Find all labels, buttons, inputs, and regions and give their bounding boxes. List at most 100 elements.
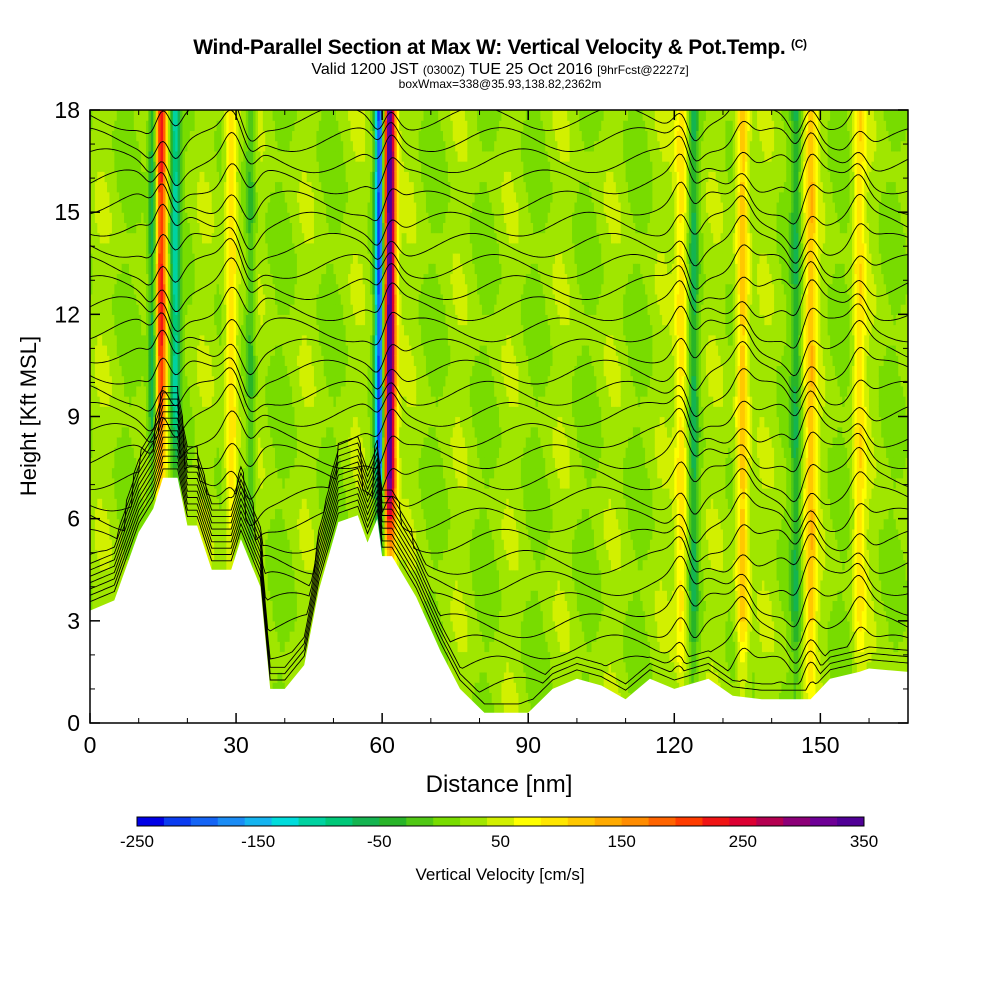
- velocity-cell: [104, 304, 108, 315]
- velocity-cell: [136, 396, 140, 407]
- velocity-cell: [133, 191, 137, 203]
- velocity-cell: [138, 253, 142, 264]
- velocity-cell: [150, 344, 154, 356]
- velocity-cell: [131, 324, 135, 336]
- velocity-cell: [126, 426, 130, 438]
- velocity-cell: [97, 314, 101, 326]
- velocity-cell: [148, 242, 152, 254]
- velocity-cell: [189, 273, 193, 285]
- velocity-cell: [184, 191, 188, 203]
- velocity-cell: [97, 304, 101, 315]
- velocity-cell: [97, 263, 101, 275]
- velocity-cell: [102, 191, 106, 203]
- velocity-cell: [124, 355, 128, 367]
- velocity-cell: [92, 477, 96, 489]
- velocity-cell: [143, 140, 147, 152]
- velocity-cell: [141, 242, 145, 254]
- velocity-cell: [148, 232, 152, 244]
- velocity-cell: [133, 528, 137, 540]
- velocity-cell: [158, 140, 162, 152]
- velocity-cell: [138, 181, 142, 193]
- velocity-cell: [119, 447, 123, 458]
- velocity-cell: [128, 549, 132, 561]
- velocity-cell: [180, 130, 184, 142]
- velocity-cell: [90, 304, 94, 315]
- velocity-cell: [90, 222, 94, 234]
- velocity-cell: [90, 201, 94, 213]
- velocity-cell: [180, 375, 184, 387]
- velocity-cell: [104, 232, 108, 244]
- velocity-cell: [109, 579, 113, 591]
- velocity-cell: [187, 355, 191, 367]
- velocity-cell: [194, 161, 198, 172]
- velocity-cell: [145, 140, 150, 152]
- velocity-cell: [121, 416, 125, 428]
- velocity-cell: [138, 140, 142, 152]
- velocity-cell: [104, 365, 108, 377]
- velocity-cell: [107, 222, 111, 234]
- velocity-cell: [197, 375, 201, 387]
- velocity-cell: [141, 212, 145, 223]
- velocity-cell: [184, 314, 188, 326]
- velocity-cell: [187, 130, 191, 142]
- velocity-cell: [187, 222, 191, 234]
- velocity-cell: [126, 212, 130, 223]
- velocity-cell: [104, 283, 108, 295]
- velocity-cell: [165, 293, 169, 305]
- velocity-cell: [175, 161, 179, 172]
- velocity-cell: [148, 293, 152, 305]
- velocity-cell: [141, 120, 145, 132]
- velocity-cell: [187, 508, 191, 520]
- velocity-cell: [158, 426, 162, 438]
- velocity-cell: [145, 222, 150, 234]
- box-wmax-line: boxWmax=338@35.93,138.82,2362m: [0, 77, 1000, 91]
- velocity-cell: [187, 436, 191, 448]
- velocity-cell: [104, 528, 108, 540]
- velocity-cell: [170, 396, 174, 407]
- velocity-cell: [94, 406, 98, 418]
- velocity-cell: [187, 110, 191, 121]
- velocity-cell: [94, 385, 98, 397]
- velocity-cell: [177, 161, 181, 172]
- velocity-cell: [128, 263, 132, 275]
- velocity-cell: [109, 242, 113, 254]
- velocity-cell: [92, 273, 96, 285]
- velocity-cell: [177, 344, 181, 356]
- velocity-cell: [133, 426, 137, 438]
- velocity-cell: [97, 508, 101, 520]
- velocity-cell: [107, 508, 111, 520]
- velocity-cell: [180, 273, 184, 285]
- velocity-cell: [194, 488, 198, 499]
- velocity-cell: [160, 110, 164, 121]
- velocity-cell: [104, 488, 108, 499]
- velocity-cell: [119, 477, 123, 489]
- velocity-cell: [165, 161, 169, 172]
- velocity-cell: [167, 161, 171, 172]
- velocity-cell: [141, 150, 145, 162]
- velocity-cell: [153, 447, 157, 458]
- velocity-cell: [197, 355, 201, 367]
- velocity-cell: [92, 375, 96, 387]
- velocity-cell: [131, 140, 135, 152]
- velocity-cell: [167, 385, 171, 397]
- velocity-cell: [155, 334, 159, 346]
- velocity-cell: [187, 273, 191, 285]
- velocity-cell: [131, 375, 135, 387]
- velocity-cell: [163, 253, 167, 264]
- velocity-cell: [109, 253, 113, 264]
- velocity-cell: [192, 426, 196, 438]
- velocity-cell: [114, 457, 118, 469]
- velocity-cell: [119, 283, 123, 295]
- velocity-cell: [145, 406, 150, 418]
- velocity-cell: [111, 457, 115, 469]
- velocity-cell: [172, 396, 176, 407]
- velocity-cell: [90, 334, 94, 346]
- velocity-cell: [116, 140, 120, 152]
- velocity-cell: [114, 293, 118, 305]
- velocity-cell: [197, 416, 201, 428]
- velocity-cell: [163, 130, 167, 142]
- velocity-cell: [92, 212, 96, 223]
- velocity-cell: [153, 375, 157, 387]
- velocity-cell: [163, 375, 167, 387]
